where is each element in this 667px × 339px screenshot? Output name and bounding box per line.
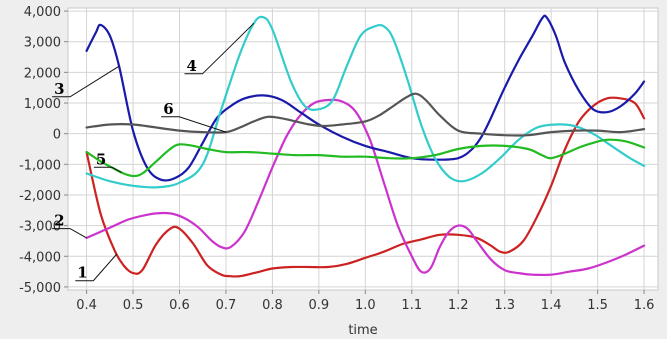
series-line-5: [85, 138, 646, 178]
grid-lines: [68, 8, 658, 290]
plot-area: [67, 7, 659, 291]
callout-label-5: 5: [96, 150, 106, 168]
x-tick-label: 1.0: [355, 298, 376, 313]
x-tick-label: 0.8: [262, 298, 283, 313]
callout-label-6: 6: [163, 100, 173, 118]
callout-label-3: 3: [54, 80, 64, 98]
series-line-1: [85, 96, 646, 278]
callout-label-4: 4: [186, 57, 196, 75]
callout-label-1: 1: [77, 264, 87, 282]
series-lines: [85, 14, 646, 278]
callout-leader-5: [93, 166, 122, 173]
x-tick-label: 1.1: [401, 298, 422, 313]
x-axis-title: time: [348, 323, 377, 338]
callout-leader-3: [52, 65, 120, 98]
y-tick-label: -2,000: [19, 189, 61, 204]
callout-leader-1: [75, 253, 118, 282]
y-tick-label: -4,000: [19, 250, 61, 265]
x-tick-label: 1.2: [448, 298, 469, 313]
y-tick-label: 4,000: [24, 5, 61, 20]
series-line-6: [85, 92, 646, 137]
y-tick-label: 0: [53, 128, 61, 143]
y-tick-label: 1,000: [24, 97, 61, 112]
x-tick-label: 0.9: [309, 298, 330, 313]
y-tick-label: 3,000: [24, 36, 61, 51]
x-tick-label: 0.4: [76, 298, 97, 313]
callout-leader-2: [52, 228, 87, 239]
y-tick-label: 2,000: [24, 66, 61, 81]
x-tick-label: 1.4: [541, 298, 562, 313]
x-tick-label: 0.7: [216, 298, 237, 313]
y-tick-label: -3,000: [19, 220, 61, 235]
series-line-4: [85, 15, 646, 189]
y-axis-ticks: 4,000 3,000 2,000 1,000 0 -1,000 -2,000 -3,000 -…: [19, 5, 68, 296]
x-tick-label: 0.6: [169, 298, 190, 313]
x-tick-label: 1.3: [494, 298, 515, 313]
series-line-3: [85, 14, 646, 182]
callout-label-2: 2: [54, 212, 64, 230]
callout-leader-4: [184, 22, 255, 75]
x-axis-ticks: 0.4 0.5 0.6 0.7 0.8 0.9 1.0 1.1 1.2 1.3 1.4 1.5 1.6: [76, 290, 654, 313]
callout-leader-6: [161, 116, 227, 133]
series-line-2: [85, 98, 646, 277]
y-tick-label: -5,000: [19, 281, 61, 296]
x-tick-label: 0.5: [123, 298, 144, 313]
x-tick-label: 1.5: [587, 298, 608, 313]
y-tick-label: -1,000: [19, 158, 61, 173]
series-callouts: 1 2 3 4 5 6: [52, 22, 255, 282]
x-tick-label: 1.6: [634, 298, 655, 313]
